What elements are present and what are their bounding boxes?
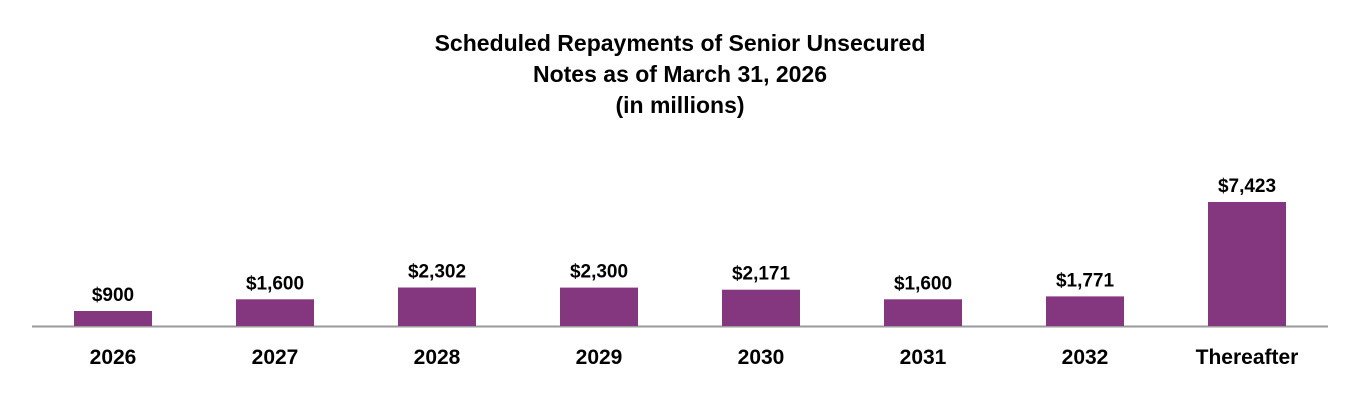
x-tick-label-thereafter: Thereafter bbox=[1196, 346, 1299, 369]
x-tick-label-2028: 2028 bbox=[414, 346, 461, 369]
bar-2031 bbox=[884, 299, 962, 326]
x-tick-label-2030: 2030 bbox=[738, 346, 785, 369]
bar-thereafter bbox=[1208, 202, 1286, 326]
chart-title: Scheduled Repayments of Senior Unsecured… bbox=[0, 28, 1360, 121]
data-label-2026: $900 bbox=[92, 285, 134, 306]
bar-2026 bbox=[74, 311, 152, 326]
bar-2027 bbox=[236, 299, 314, 326]
x-tick-label-2031: 2031 bbox=[900, 346, 947, 369]
data-label-2027: $1,600 bbox=[246, 273, 304, 294]
x-tick-label-2026: 2026 bbox=[90, 346, 137, 369]
chart-title-line-2: Notes as of March 31, 2026 bbox=[532, 61, 828, 87]
chart-title-line-3: (in millions) bbox=[615, 92, 745, 118]
data-label-2029: $2,300 bbox=[570, 262, 628, 283]
data-label-2030: $2,171 bbox=[732, 264, 791, 285]
x-tick-label-2029: 2029 bbox=[576, 346, 623, 369]
bar-2030 bbox=[722, 289, 800, 326]
data-label-2028: $2,302 bbox=[408, 262, 466, 283]
x-tick-label-2027: 2027 bbox=[252, 346, 299, 369]
x-tick-label-2032: 2032 bbox=[1062, 346, 1109, 369]
bar-2029 bbox=[560, 287, 638, 326]
chart-title-line-1: Scheduled Repayments of Senior Unsecured bbox=[434, 30, 926, 56]
bar-2032 bbox=[1046, 296, 1124, 326]
data-label-2032: $1,771 bbox=[1056, 270, 1115, 291]
bar-2028 bbox=[398, 287, 476, 326]
data-label-2031: $1,600 bbox=[894, 273, 952, 294]
data-label-thereafter: $7,423 bbox=[1218, 176, 1276, 197]
